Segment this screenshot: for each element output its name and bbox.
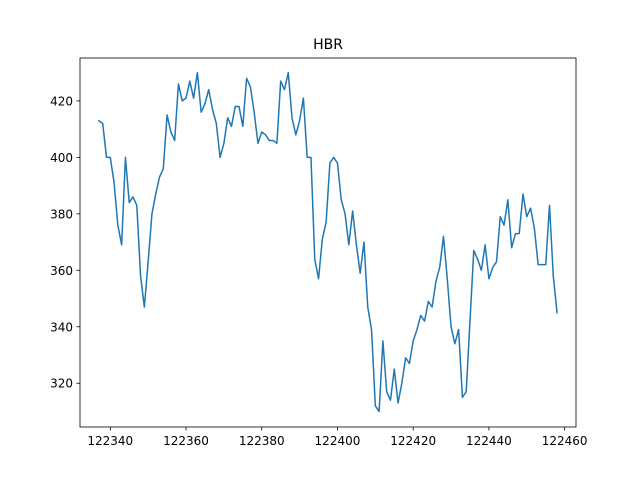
chart-title: HBR (313, 37, 343, 53)
y-tick-label: 380 (50, 207, 73, 221)
x-tick-label: 122440 (466, 434, 512, 448)
y-tick-label: 420 (50, 94, 73, 108)
y-tick-label: 360 (50, 264, 73, 278)
y-tick-label: 320 (50, 377, 73, 391)
axes-frame (79, 57, 577, 428)
series-line-0 (97, 71, 558, 413)
plot-area: 122340 122360 122380 122400 122420 122440 1224… (50, 57, 588, 448)
x-tick-label: 122360 (163, 434, 209, 448)
x-tick-label: 122460 (542, 434, 588, 448)
x-tick-label: 122340 (87, 434, 133, 448)
y-tick-label: 340 (50, 320, 73, 334)
x-tick-label: 122380 (239, 434, 285, 448)
y-tick-label: 400 (50, 151, 73, 165)
x-tick-label: 122420 (390, 434, 436, 448)
x-tick-label: 122400 (315, 434, 361, 448)
